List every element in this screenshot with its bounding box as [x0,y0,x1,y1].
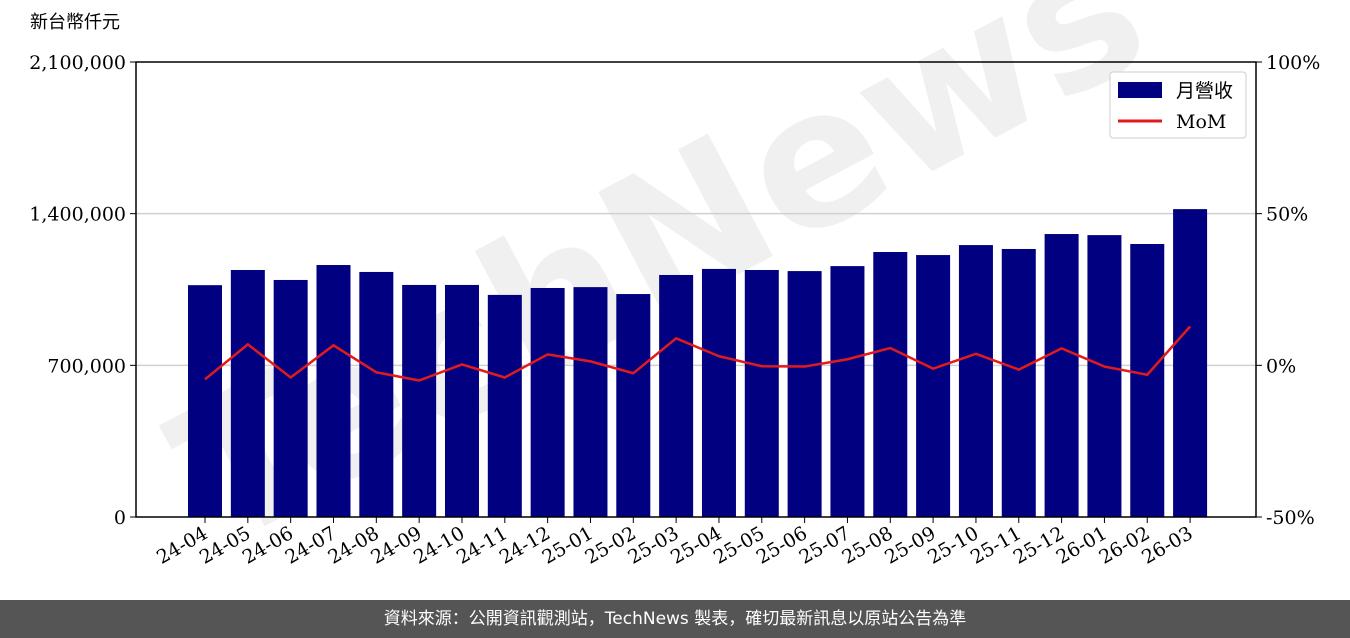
bar [402,284,437,517]
y2-tick-label: -50% [1266,507,1315,529]
bar [573,287,608,517]
bar [359,271,394,517]
bar [744,270,779,517]
bar [873,252,908,517]
bar [830,266,865,517]
y-tick-label: 1,400,000 [29,204,126,226]
footer: 資料來源：公開資訊觀測站，TechNews 製表，確切最新訊息以原站公告為準 [0,600,1350,638]
y2-tick-label: 100% [1266,52,1320,74]
bar [487,294,522,517]
bar [1044,234,1079,518]
y-tick-label: 0 [114,507,126,529]
y2-tick-label: 0% [1266,355,1296,377]
bar [273,279,308,517]
bar [701,268,736,517]
chart: 新台幣仟元 TechNews 0700,0001,400,0002,100,00… [29,0,1320,588]
bar [659,274,694,517]
legend-label: 月營收 [1176,80,1233,102]
bar [530,287,565,517]
bar [188,285,222,517]
line [204,325,1192,382]
y-tick-label: 2,100,000 [29,52,126,74]
bar [958,245,993,518]
plot-frame [135,61,1257,518]
bar [616,294,651,517]
y2-tick-label: 50% [1266,204,1308,226]
y-axis-title: 新台幣仟元 [30,12,120,33]
legend-label: MoM [1176,111,1226,133]
bar [230,270,265,517]
bar [787,271,822,517]
bar [1001,248,1036,517]
bar [916,255,951,518]
bar [1173,209,1208,517]
legend-swatch [1118,82,1162,98]
y-tick-label: 700,000 [47,355,126,377]
bar [316,265,351,517]
bar [1130,244,1165,517]
x-tick-label: 26-03 [1138,522,1196,568]
bar [444,284,479,517]
bar [1087,235,1122,517]
